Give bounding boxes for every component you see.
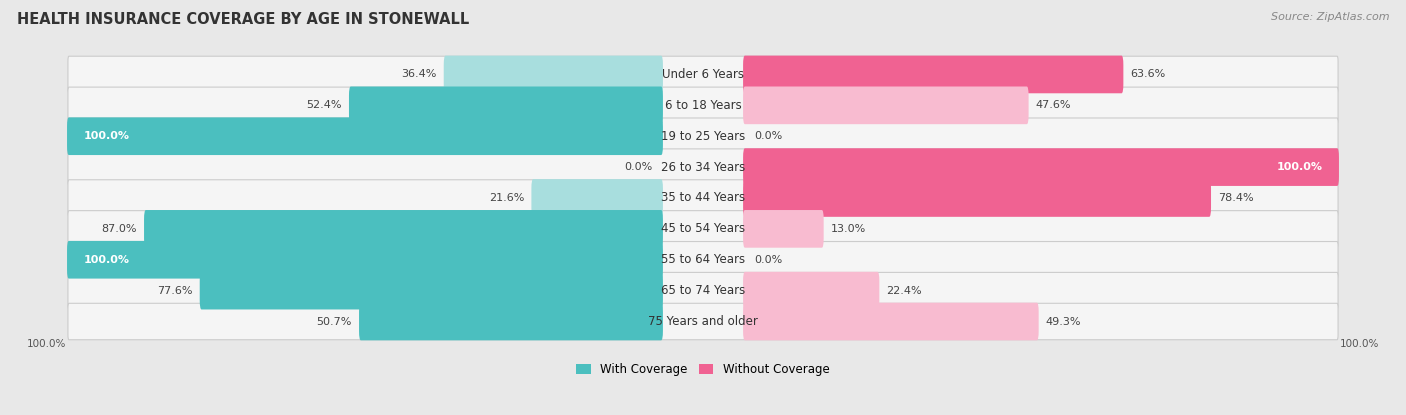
FancyBboxPatch shape xyxy=(200,272,662,310)
FancyBboxPatch shape xyxy=(67,242,1339,278)
FancyBboxPatch shape xyxy=(67,117,662,155)
FancyBboxPatch shape xyxy=(359,303,662,340)
FancyBboxPatch shape xyxy=(67,211,1339,247)
FancyBboxPatch shape xyxy=(67,149,1339,186)
Text: Source: ZipAtlas.com: Source: ZipAtlas.com xyxy=(1271,12,1389,22)
FancyBboxPatch shape xyxy=(744,148,1339,186)
Text: 100.0%: 100.0% xyxy=(27,339,66,349)
FancyBboxPatch shape xyxy=(67,87,1339,124)
Text: 22.4%: 22.4% xyxy=(887,286,922,295)
FancyBboxPatch shape xyxy=(67,56,1339,93)
Text: 0.0%: 0.0% xyxy=(754,131,782,141)
Text: 100.0%: 100.0% xyxy=(1277,162,1322,172)
Text: 49.3%: 49.3% xyxy=(1046,317,1081,327)
FancyBboxPatch shape xyxy=(67,303,1339,340)
FancyBboxPatch shape xyxy=(143,210,662,248)
Legend: With Coverage, Without Coverage: With Coverage, Without Coverage xyxy=(572,359,834,381)
FancyBboxPatch shape xyxy=(744,179,1211,217)
Text: 47.6%: 47.6% xyxy=(1036,100,1071,110)
Text: 19 to 25 Years: 19 to 25 Years xyxy=(661,130,745,143)
Text: HEALTH INSURANCE COVERAGE BY AGE IN STONEWALL: HEALTH INSURANCE COVERAGE BY AGE IN STON… xyxy=(17,12,470,27)
Text: 65 to 74 Years: 65 to 74 Years xyxy=(661,284,745,297)
FancyBboxPatch shape xyxy=(67,241,662,278)
Text: 6 to 18 Years: 6 to 18 Years xyxy=(665,99,741,112)
Text: Under 6 Years: Under 6 Years xyxy=(662,68,744,81)
FancyBboxPatch shape xyxy=(744,272,879,310)
Text: 45 to 54 Years: 45 to 54 Years xyxy=(661,222,745,235)
Text: 77.6%: 77.6% xyxy=(157,286,193,295)
FancyBboxPatch shape xyxy=(744,86,1029,124)
FancyBboxPatch shape xyxy=(444,56,662,93)
Text: 0.0%: 0.0% xyxy=(754,255,782,265)
FancyBboxPatch shape xyxy=(349,86,662,124)
Text: 35 to 44 Years: 35 to 44 Years xyxy=(661,191,745,205)
FancyBboxPatch shape xyxy=(531,179,662,217)
FancyBboxPatch shape xyxy=(67,180,1339,216)
Text: 50.7%: 50.7% xyxy=(316,317,352,327)
Text: 63.6%: 63.6% xyxy=(1130,69,1166,79)
Text: 36.4%: 36.4% xyxy=(401,69,436,79)
Text: 87.0%: 87.0% xyxy=(101,224,136,234)
FancyBboxPatch shape xyxy=(67,118,1339,154)
Text: 100.0%: 100.0% xyxy=(84,131,129,141)
FancyBboxPatch shape xyxy=(744,303,1039,340)
Text: 100.0%: 100.0% xyxy=(1340,339,1379,349)
FancyBboxPatch shape xyxy=(744,210,824,248)
Text: 26 to 34 Years: 26 to 34 Years xyxy=(661,161,745,173)
FancyBboxPatch shape xyxy=(67,272,1339,309)
Text: 100.0%: 100.0% xyxy=(84,255,129,265)
Text: 21.6%: 21.6% xyxy=(489,193,524,203)
Text: 52.4%: 52.4% xyxy=(307,100,342,110)
Text: 0.0%: 0.0% xyxy=(624,162,652,172)
Text: 55 to 64 Years: 55 to 64 Years xyxy=(661,253,745,266)
Text: 13.0%: 13.0% xyxy=(831,224,866,234)
FancyBboxPatch shape xyxy=(744,56,1123,93)
Text: 75 Years and older: 75 Years and older xyxy=(648,315,758,328)
Text: 78.4%: 78.4% xyxy=(1218,193,1254,203)
